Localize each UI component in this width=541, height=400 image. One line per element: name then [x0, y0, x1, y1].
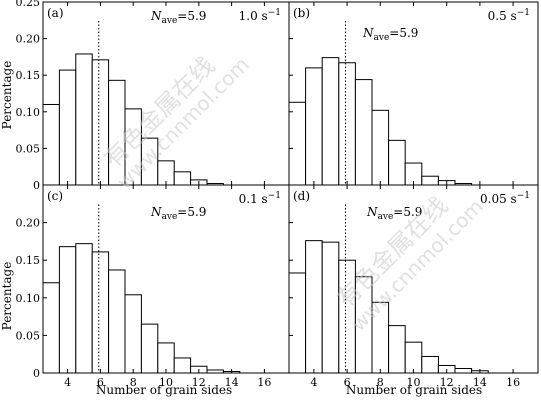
xtick-label-d-10: 10	[407, 376, 421, 389]
ytick-label-a-0: 0	[33, 179, 40, 192]
ytick-label-a-1: 0.05	[16, 142, 41, 155]
panel-label-a: (a)	[47, 6, 64, 20]
bar-b-5	[321, 57, 340, 186]
x-axis-label-left: Number of grain sides	[96, 383, 232, 397]
bar-c-7	[108, 269, 126, 374]
ytick-label-c-3: 0.15	[16, 254, 41, 267]
ytick-label-c-0: 0	[33, 367, 40, 380]
xtick-label-d-14: 14	[473, 376, 487, 389]
nave-label-b: Nave=5.9	[362, 26, 418, 43]
panel-c: 00.050.100.150.204 6 8 10 12 14 16(c) 0.1 s−1Na…	[16, 184, 290, 389]
panel-label-c: (c)	[47, 189, 63, 203]
bar-c-4	[58, 246, 77, 374]
bar-d-9	[388, 325, 406, 374]
ytick-label-a-3: 0.15	[16, 69, 41, 82]
nave-label-c: Nave=5.9	[150, 205, 206, 222]
bar-d-11	[421, 355, 439, 374]
xtick-label-c-10: 10	[159, 376, 173, 389]
xtick-label-d-12: 12	[440, 376, 454, 389]
bar-a-5	[75, 53, 93, 186]
panel-label-b: (b)	[293, 6, 310, 20]
ytick-label-a-5: 0.25	[16, 0, 41, 9]
nave-label-a: Nave=5.9	[150, 9, 206, 26]
y-axis-label-bottom: Percentage	[0, 262, 14, 331]
bar-a-4	[58, 69, 77, 186]
bar-b-6	[338, 62, 356, 186]
bar-b-3	[288, 101, 307, 186]
xtick-label-d-4: 4	[310, 376, 317, 389]
ytick-label-c-2: 0.10	[16, 292, 41, 305]
xtick-label-d-6: 6	[344, 376, 351, 389]
y-axis-label-top: Percentage	[0, 61, 14, 130]
bar-c-6	[91, 251, 110, 374]
xtick-label-c-8: 8	[130, 376, 137, 389]
ytick-label-c-1: 0.05	[16, 329, 41, 342]
xtick-label-d-8: 8	[377, 376, 384, 389]
bar-b-7	[354, 79, 373, 186]
bar-c-11	[173, 357, 192, 374]
bar-c-8	[124, 294, 142, 374]
bar-d-13	[454, 367, 473, 374]
bar-d-10	[404, 341, 423, 374]
bar-b-9	[388, 139, 406, 186]
bar-c-3	[42, 282, 60, 374]
bar-a-3	[42, 103, 60, 186]
bar-b-8	[371, 109, 390, 186]
bar-d-3	[288, 272, 307, 374]
bar-a-6	[91, 59, 110, 186]
panel-label-d: (d)	[293, 189, 310, 203]
bar-c-5	[75, 243, 93, 374]
xtick-label-d-16: 16	[506, 376, 520, 389]
ytick-label-a-4: 0.20	[16, 33, 41, 46]
bar-c-10	[157, 342, 175, 374]
bar-d-5	[321, 241, 340, 374]
bar-a-11	[173, 171, 192, 186]
xtick-label-c-6: 6	[97, 376, 104, 389]
bar-b-4	[305, 67, 323, 186]
bar-d-4	[305, 240, 323, 374]
x-axis-label-right: Number of grain sides	[346, 383, 482, 397]
bar-b-11	[421, 175, 439, 186]
panels-group: 00.050.100.150.200.25(a) 1.0 s−1Nave=5.9(…	[16, 0, 539, 389]
xtick-label-c-4: 4	[64, 376, 71, 389]
nave-label-d: Nave=5.9	[366, 205, 422, 222]
xtick-label-c-16: 16	[257, 376, 271, 389]
ytick-label-c-4: 0.20	[16, 217, 41, 230]
xtick-label-c-12: 12	[192, 376, 206, 389]
xtick-label-c-14: 14	[225, 376, 239, 389]
bar-c-9	[140, 323, 159, 374]
ytick-label-a-2: 0.10	[16, 106, 41, 119]
